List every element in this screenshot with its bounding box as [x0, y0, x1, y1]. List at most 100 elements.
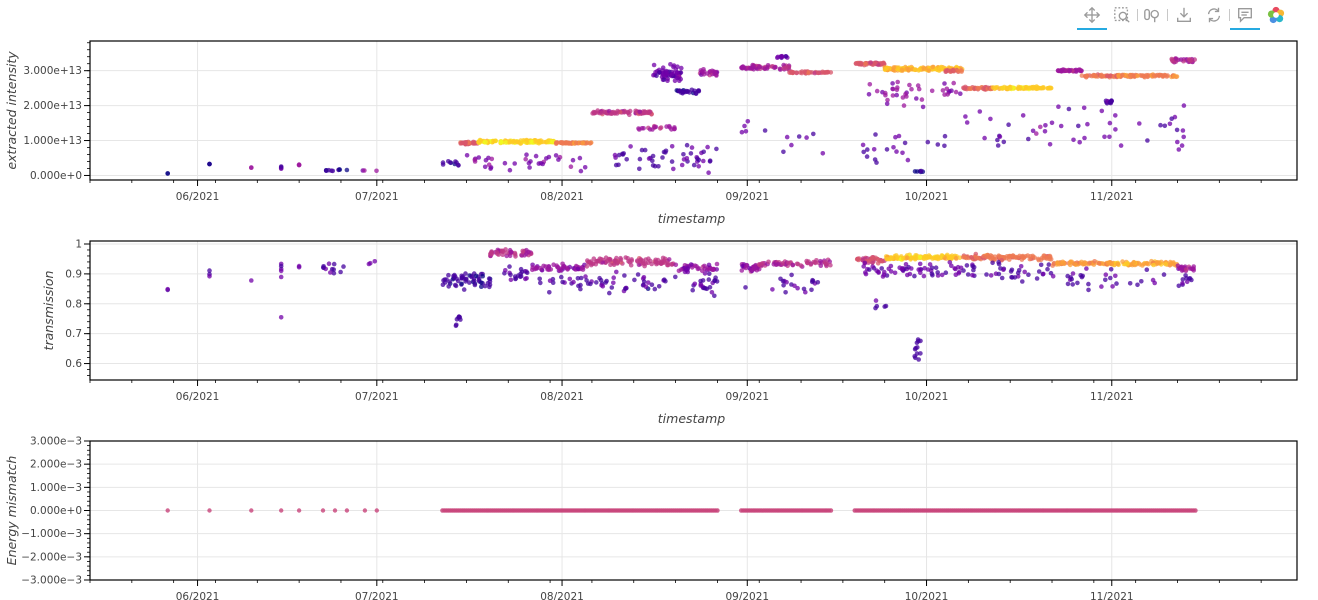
data-point: [1145, 138, 1150, 143]
data-point: [502, 160, 508, 166]
data-point: [533, 153, 539, 159]
data-point: [637, 127, 642, 132]
data-point: [918, 351, 923, 356]
data-point: [635, 272, 641, 277]
data-point: [454, 322, 459, 328]
data-point: [684, 142, 690, 148]
data-point: [1049, 120, 1055, 126]
data-point: [1083, 73, 1088, 79]
y-tick-label: 3.000e+13: [23, 65, 82, 77]
data-point: [929, 88, 935, 94]
data-point: [783, 290, 788, 295]
data-point: [592, 110, 597, 116]
data-point: [331, 261, 337, 267]
data-point: [884, 65, 890, 71]
data-point: [779, 54, 785, 60]
data-point: [909, 86, 914, 92]
data-point: [560, 141, 566, 146]
data-point: [701, 72, 707, 77]
data-point: [705, 71, 710, 76]
data-point: [893, 134, 898, 140]
data-point: [1022, 269, 1027, 275]
data-point: [675, 70, 680, 76]
data-point: [905, 157, 911, 163]
data-point: [1089, 73, 1095, 79]
data-point: [1023, 253, 1028, 259]
data-point: [794, 70, 799, 75]
data-point: [758, 261, 764, 267]
data-point: [1026, 136, 1031, 142]
data-point: [673, 262, 679, 268]
x-tick-label: 08/2021: [540, 191, 584, 203]
data-point: [476, 155, 482, 160]
data-point: [707, 285, 713, 290]
data-point: [623, 255, 628, 260]
bokeh-logo[interactable]: [1265, 4, 1287, 26]
data-point: [637, 109, 642, 115]
data-point: [690, 287, 695, 293]
pan-tool[interactable]: [1077, 4, 1107, 30]
hover-tool[interactable]: [1230, 4, 1260, 30]
data-point: [580, 140, 586, 146]
panel-1: 06/2021 07/2021 08/2021 09/2021 10/2021 11/20…: [4, 40, 1298, 226]
data-point: [926, 68, 932, 73]
data-point: [639, 147, 645, 153]
data-point: [564, 265, 570, 271]
data-point: [810, 277, 815, 283]
data-point: [701, 149, 706, 155]
data-point: [463, 271, 468, 276]
reset-tool[interactable]: [1203, 4, 1225, 26]
data-point: [868, 60, 873, 65]
data-point: [614, 269, 619, 275]
x-tick-label: 11/2021: [1090, 191, 1134, 203]
data-point: [764, 66, 770, 71]
data-point: [798, 263, 804, 268]
data-point: [331, 270, 337, 276]
data-point: [296, 263, 302, 269]
data-point: [802, 69, 808, 74]
data-point: [1045, 266, 1050, 272]
data-point: [464, 153, 470, 158]
data-point: [553, 153, 559, 158]
data-point: [930, 64, 935, 70]
data-point: [1046, 262, 1052, 267]
data-point: [1169, 57, 1175, 63]
data-point: [681, 157, 687, 162]
data-point: [1107, 134, 1112, 140]
data-point: [609, 285, 615, 290]
data-point: [901, 103, 907, 108]
data-point: [781, 149, 786, 155]
data-point: [554, 140, 559, 146]
data-point: [1107, 100, 1113, 105]
data-point: [641, 261, 647, 267]
data-point: [482, 283, 488, 289]
data-point: [442, 280, 448, 285]
x-tick-label: 06/2021: [176, 591, 220, 600]
data-point: [507, 139, 512, 145]
data-point: [691, 162, 697, 168]
data-point: [1023, 85, 1028, 90]
data-point: [870, 256, 876, 262]
data-point: [920, 104, 926, 110]
data-point: [650, 163, 656, 168]
data-point: [278, 263, 284, 269]
data-point: [712, 69, 718, 75]
data-point: [537, 276, 542, 282]
wheel-zoom-tool[interactable]: [1141, 4, 1163, 26]
data-point: [446, 159, 451, 164]
data-point: [666, 257, 672, 262]
data-point: [487, 279, 493, 284]
data-point: [895, 256, 901, 261]
save-icon: [1177, 7, 1191, 22]
x-tick-label: 06/2021: [176, 391, 220, 403]
data-point: [512, 252, 518, 257]
data-point: [1060, 259, 1065, 265]
data-point: [1103, 277, 1108, 283]
data-point: [705, 144, 710, 150]
box-zoom-tool[interactable]: [1111, 4, 1133, 26]
data-point: [622, 110, 627, 115]
data-point: [964, 120, 970, 125]
data-point: [917, 261, 923, 267]
data-point: [1093, 73, 1098, 78]
save-tool[interactable]: [1173, 4, 1195, 26]
